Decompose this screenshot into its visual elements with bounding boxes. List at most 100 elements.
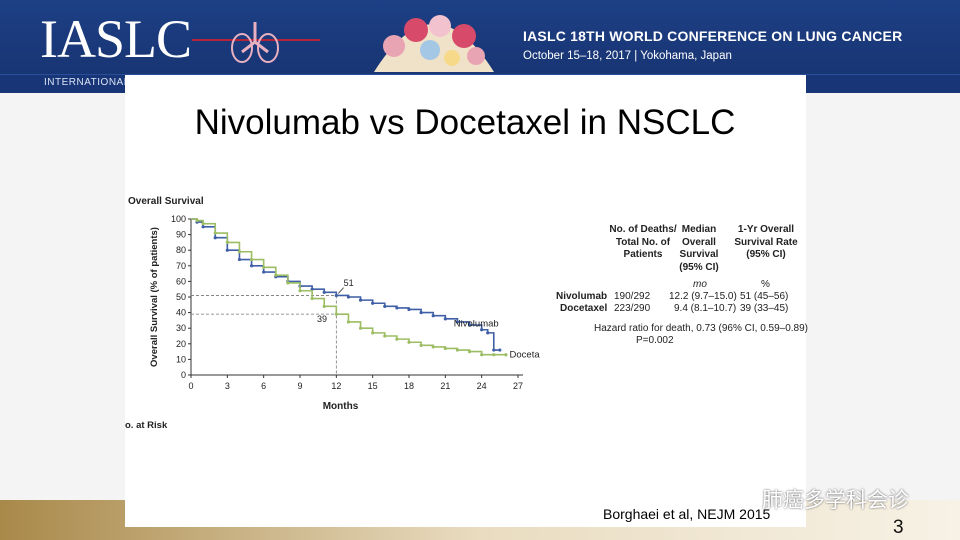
row-label-docetaxel: Docetaxel xyxy=(560,303,608,314)
series-point-nivolumab xyxy=(467,323,472,327)
series-point-docetaxel xyxy=(201,222,205,226)
y-tick-label: 30 xyxy=(176,323,186,333)
series-point-docetaxel xyxy=(358,326,363,330)
row-median-nivolumab: 12.2 (9.7–15.0) xyxy=(669,291,737,302)
citation: Borghaei et al, NEJM 2015 xyxy=(603,506,771,522)
series-point-docetaxel xyxy=(455,348,460,352)
series-point-nivolumab xyxy=(346,295,351,299)
series-point-docetaxel xyxy=(237,250,242,254)
slide-area xyxy=(125,75,806,527)
survival-chart: Overall Survival 0 3 6 9 12 15 18 21 24 27 0 10 20 30 4… xyxy=(125,196,540,430)
x-tick-label: 12 xyxy=(331,381,341,391)
unit-rate: % xyxy=(761,279,770,290)
series-point-nivolumab xyxy=(334,293,338,298)
header-deaths: No. of Deaths/ Total No. of Patients xyxy=(609,224,677,260)
iaslc-logo: IASLC xyxy=(40,9,192,69)
series-point-nivolumab xyxy=(237,257,242,262)
y-tick-label: 80 xyxy=(176,245,186,255)
header-median: Median Overall Survival (95% CI) xyxy=(679,224,719,273)
series-point-nivolumab xyxy=(455,320,460,324)
series-point-docetaxel xyxy=(395,337,399,341)
y-tick-label: 70 xyxy=(176,261,186,271)
annotation-51: 51 xyxy=(344,278,354,288)
series-label-docetaxel: Docetaxel xyxy=(510,350,540,361)
series-point-docetaxel xyxy=(346,320,351,324)
y-tick-label: 10 xyxy=(176,354,186,364)
series-point-docetaxel xyxy=(249,257,254,262)
series-point-docetaxel xyxy=(371,331,375,335)
header-rate: 1-Yr Overall Survival Rate (95% CI) xyxy=(734,224,798,260)
series-point-docetaxel xyxy=(492,353,496,357)
row-label-nivolumab: Nivolumab xyxy=(556,291,608,302)
series-point-docetaxel xyxy=(504,353,508,357)
series-point-nivolumab xyxy=(395,306,399,310)
p-value: P=0.002 xyxy=(636,335,674,346)
series-point-nivolumab xyxy=(480,328,484,332)
y-tick-label: 0 xyxy=(181,370,186,380)
series-point-nivolumab xyxy=(407,307,411,312)
series-point-nivolumab xyxy=(201,225,205,229)
series-point-docetaxel xyxy=(480,353,484,357)
watermark-text: 肺癌多学科会诊 xyxy=(762,489,909,512)
series-point-nivolumab xyxy=(225,248,229,252)
series-point-docetaxel xyxy=(322,304,326,308)
risk-label: o. at Risk xyxy=(125,420,168,430)
unit-median: mo xyxy=(693,279,707,290)
x-tick-label: 0 xyxy=(188,381,193,391)
series-point-nivolumab xyxy=(249,264,254,268)
x-tick-label: 3 xyxy=(225,381,230,391)
x-tick-label: 18 xyxy=(404,381,414,391)
series-point-nivolumab xyxy=(431,314,435,318)
series-point-nivolumab xyxy=(498,348,502,352)
series-point-nivolumab xyxy=(262,270,266,274)
series-point-nivolumab xyxy=(322,290,326,294)
series-point-docetaxel xyxy=(467,350,472,354)
hazard-ratio: Hazard ratio for death, 0.73 (96% CI, 0.… xyxy=(594,323,809,334)
series-point-docetaxel xyxy=(213,231,217,235)
series-point-docetaxel xyxy=(407,340,411,344)
wechat-icon xyxy=(730,487,759,508)
series-point-docetaxel xyxy=(443,346,447,351)
lungs-logo-icon xyxy=(192,22,320,63)
series-point-docetaxel xyxy=(225,240,229,244)
series-point-nivolumab xyxy=(486,331,490,335)
x-tick-label: 21 xyxy=(440,381,450,391)
series-point-docetaxel xyxy=(383,334,387,338)
conference-title: IASLC 18TH WORLD CONFERENCE ON LUNG CANC… xyxy=(523,28,903,44)
series-point-docetaxel xyxy=(195,218,199,223)
logo-subtitle: INTERNATIONAL AS xyxy=(44,77,147,88)
row-rate-nivolumab: 51 (45–56) xyxy=(740,291,789,302)
series-point-docetaxel xyxy=(419,343,423,347)
y-tick-label: 90 xyxy=(176,230,186,240)
series-point-docetaxel xyxy=(334,312,338,316)
y-tick-label: 20 xyxy=(176,339,186,349)
series-point-docetaxel xyxy=(310,296,314,301)
annotation-pointer xyxy=(338,287,344,294)
series-point-docetaxel xyxy=(431,345,435,349)
series-point-docetaxel xyxy=(262,265,266,269)
fan-flower-icon xyxy=(374,15,494,72)
row-median-docetaxel: 9.4 (8.1–10.7) xyxy=(674,303,737,314)
x-axis-label: Months xyxy=(323,401,359,412)
y-tick-label: 40 xyxy=(176,308,186,318)
x-tick-label: 27 xyxy=(513,381,523,391)
series-point-nivolumab xyxy=(443,317,447,321)
series-point-nivolumab xyxy=(419,311,423,315)
annotation-39: 39 xyxy=(317,314,327,324)
y-tick-label: 50 xyxy=(176,292,186,302)
series-point-nivolumab xyxy=(213,236,217,240)
x-tick-label: 9 xyxy=(297,381,302,391)
series-point-nivolumab xyxy=(492,348,496,352)
row-deaths-docetaxel: 223/290 xyxy=(614,303,651,314)
y-tick-label: 100 xyxy=(171,214,186,224)
row-deaths-nivolumab: 190/292 xyxy=(614,291,651,302)
chart-title: Overall Survival xyxy=(128,196,204,207)
series-point-docetaxel xyxy=(298,289,302,293)
series-point-nivolumab xyxy=(358,298,363,302)
series-point-nivolumab xyxy=(371,301,375,305)
series-label-nivolumab: Nivolumab xyxy=(454,319,499,330)
y-axis-label: Overall Survival (% of patients) xyxy=(149,227,160,367)
x-tick-label: 6 xyxy=(261,381,266,391)
page-number: 3 xyxy=(893,517,904,538)
series-point-docetaxel xyxy=(286,281,290,285)
